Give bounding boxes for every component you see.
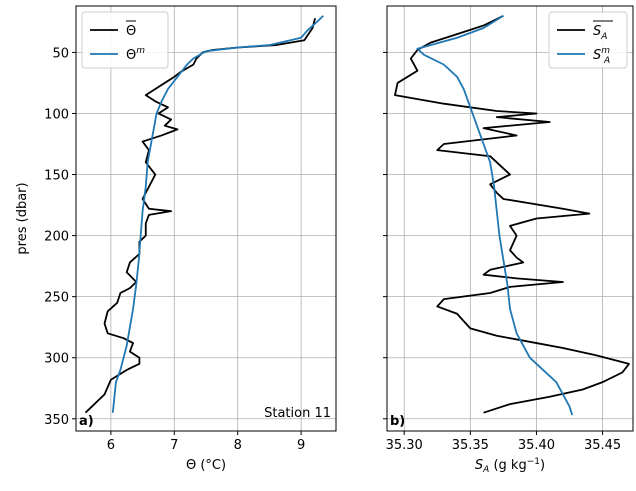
- series-line-0: [394, 14, 630, 414]
- x-tick-label: 6: [107, 438, 115, 453]
- series-line-1: [111, 15, 324, 413]
- y-tick-label: 300: [44, 352, 69, 367]
- x-tick-label: 9: [297, 438, 305, 453]
- x-tick-label: 8: [234, 438, 242, 453]
- legend-label-0: SA: [593, 24, 607, 42]
- y-tick-label: 150: [44, 169, 69, 184]
- legend-box: [81, 11, 169, 69]
- y-tick-label: 200: [44, 230, 69, 245]
- y-tick-label: 350: [44, 413, 69, 428]
- legend-box: [548, 11, 628, 69]
- series-line-1: [416, 15, 574, 416]
- panel-tag: a): [79, 414, 94, 429]
- legend-label-1: Sm A: [593, 46, 610, 66]
- legend: Θ Θm: [81, 11, 169, 69]
- x-tick-label: 35.45: [584, 438, 621, 453]
- legend-label-0: Θ: [126, 24, 136, 39]
- x-axis-label: Θ (°C): [186, 458, 226, 473]
- x-tick-label: 35.35: [452, 438, 489, 453]
- y-tick-label: 50: [52, 46, 69, 61]
- x-tick-label: 35.30: [386, 438, 423, 453]
- legend: SA Sm A: [548, 11, 628, 69]
- x-axis-label: SA (g kg−1): [475, 457, 545, 475]
- series-line-0: [84, 17, 316, 414]
- y-axis-label: pres (dbar): [15, 182, 30, 254]
- legend-label-1: Θm: [126, 46, 145, 63]
- y-tick-label: 100: [44, 107, 69, 122]
- x-tick-label: 35.40: [518, 438, 555, 453]
- plot-frame: [75, 5, 337, 432]
- panel-a: 6 7 8 9 50 100 150 200 250 300 350 Θ (°C) pres (dbar…: [15, 5, 337, 473]
- panel-b: 35.30 35.35 35.40 35.45 SA (g kg−1) b) SA Sm A: [383, 5, 634, 475]
- station-annotation: Station 11: [264, 406, 331, 421]
- plot-frame: [386, 5, 634, 432]
- panel-tag: b): [390, 414, 405, 429]
- y-tick-label: 250: [44, 291, 69, 306]
- x-tick-label: 7: [170, 438, 178, 453]
